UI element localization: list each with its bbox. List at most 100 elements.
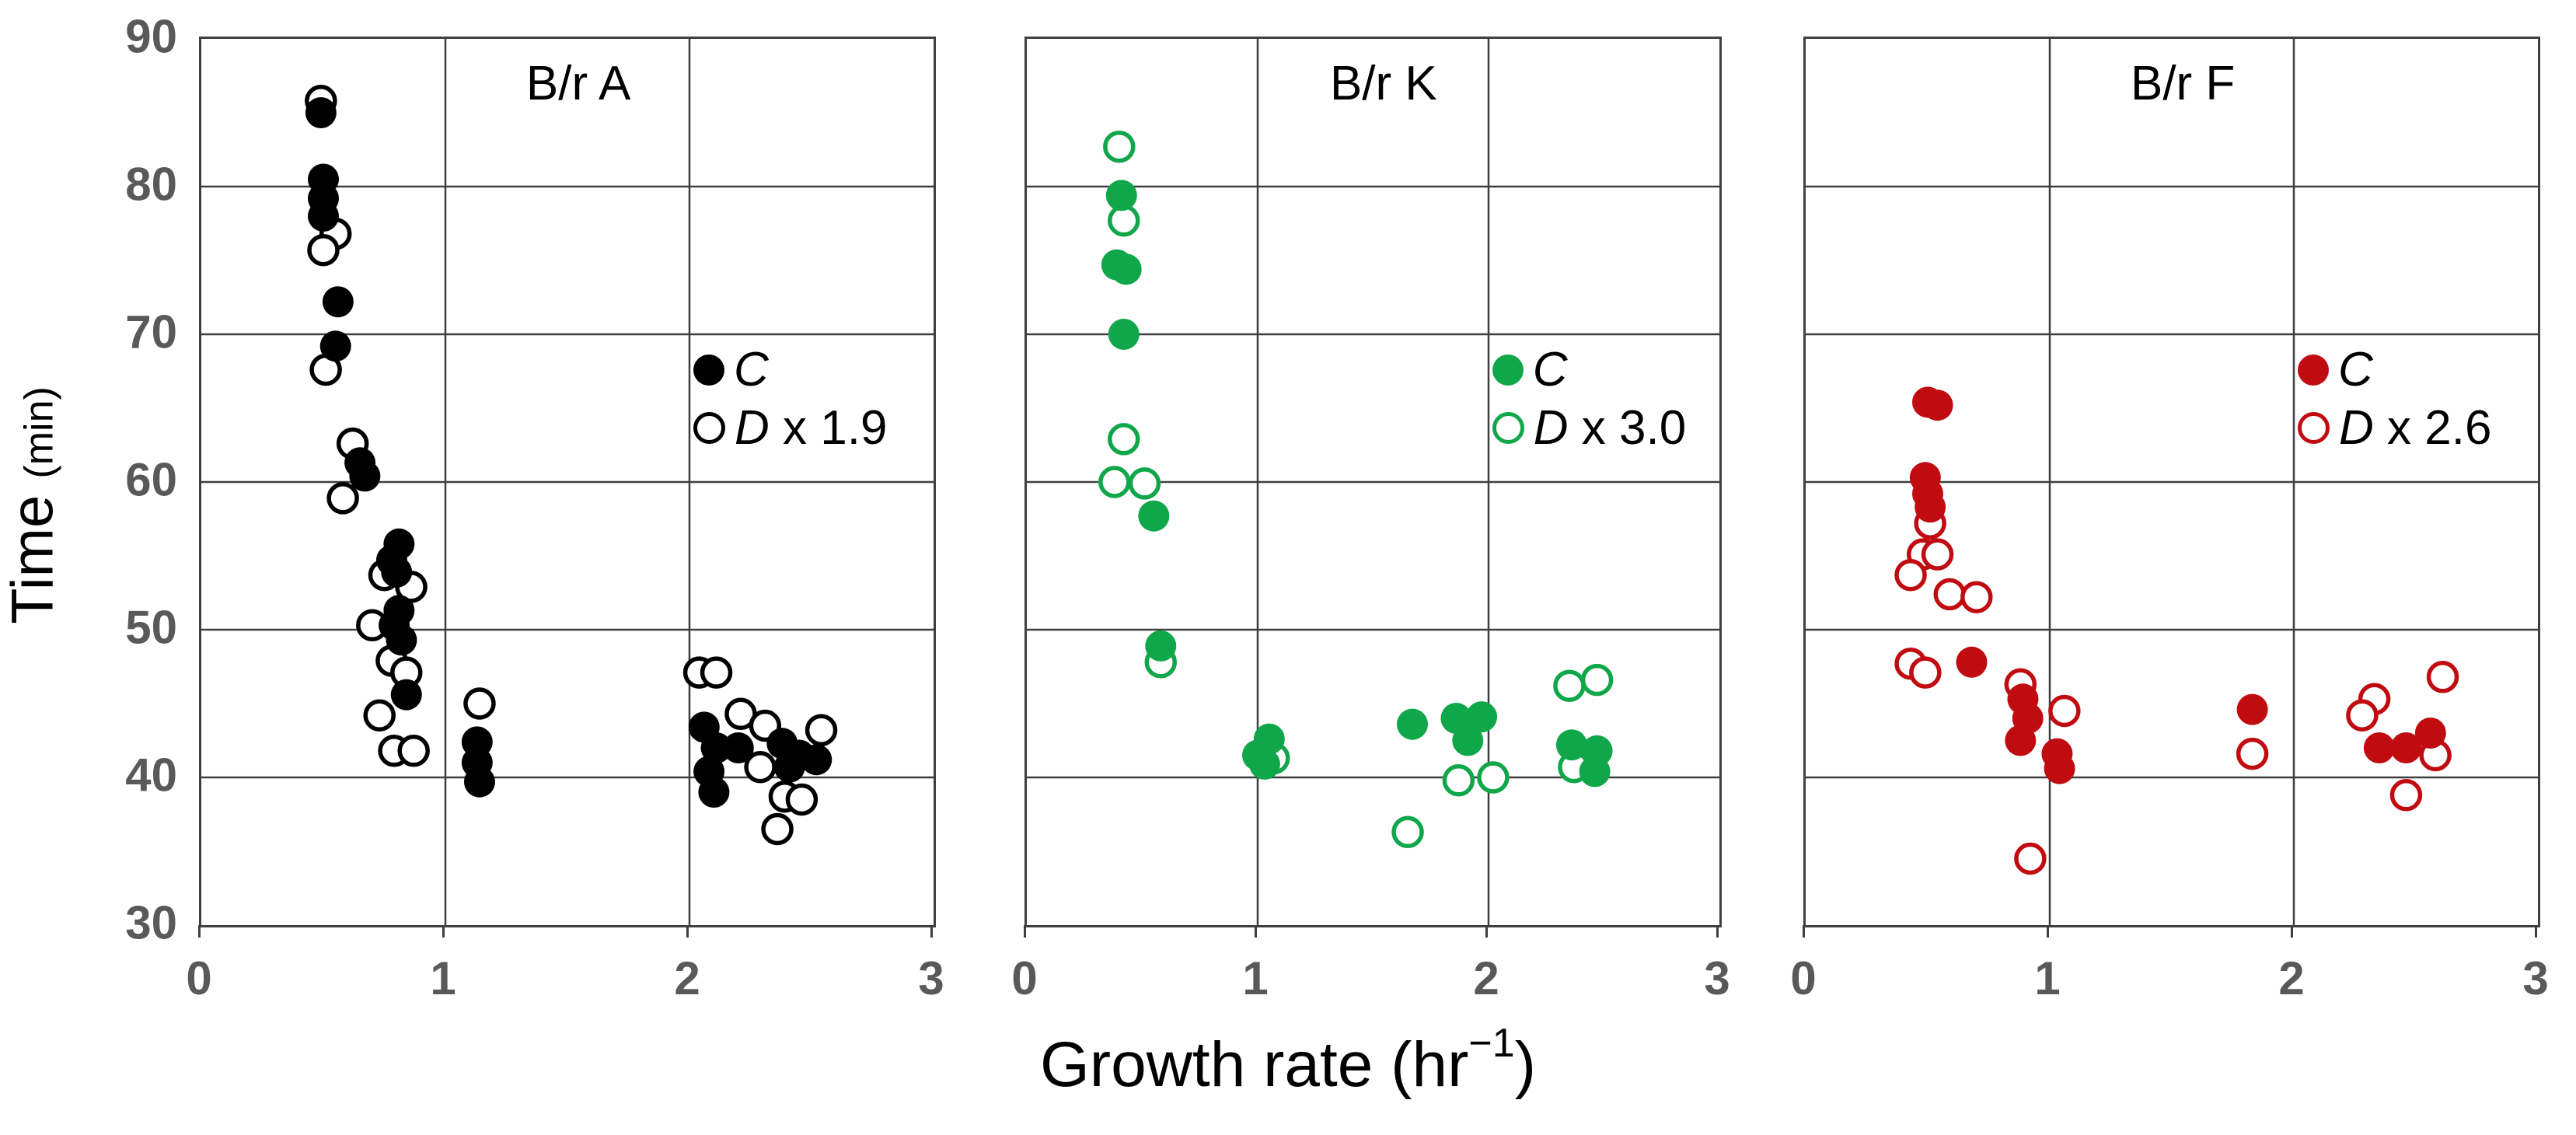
legend-label-d: D x 3.0 [1533, 401, 1687, 455]
data-point-c [1579, 756, 1611, 788]
y-tick-label: 80 [125, 158, 177, 211]
x-tick-label: 0 [1011, 952, 1038, 1004]
legend-marker-filled-circle-icon [1492, 354, 1524, 386]
data-point-c [2390, 732, 2422, 763]
x-tick-label: 2 [2278, 952, 2305, 1004]
data-point-c [2414, 718, 2446, 749]
x-axis-title-superscript: −1 [1468, 1021, 1515, 1066]
data-point-c [1555, 729, 1587, 761]
data-point-c [386, 624, 417, 656]
data-point-c [1956, 646, 1988, 678]
x-tick-label: 0 [1790, 952, 1817, 1004]
data-point-c [698, 777, 730, 808]
data-point-d [2236, 737, 2269, 770]
legend-br-f: C D x 2.6 [2298, 340, 2491, 457]
panel-title-br-a: B/r A [525, 57, 631, 110]
data-point-c [2044, 753, 2075, 784]
legend-label-c: C [1532, 343, 1568, 396]
data-point-d [1580, 663, 1614, 697]
data-point-c [1253, 723, 1285, 755]
legend-marker-filled-circle-icon [693, 354, 725, 386]
data-point-c [390, 679, 422, 711]
x-tick-label: 3 [918, 952, 944, 1004]
y-tick-label: 70 [125, 306, 177, 358]
data-point-c [1466, 701, 1498, 733]
panel-title-br-k: B/r K [1329, 57, 1437, 110]
data-point-c [722, 732, 754, 763]
data-point-c [1248, 748, 1280, 780]
data-point-d [1553, 669, 1586, 702]
x-tick-mark [197, 925, 201, 938]
legend-label-c: C [734, 343, 769, 396]
data-point-c [2236, 693, 2268, 725]
data-point-d [397, 735, 430, 767]
scatter-plot-area-br-f [1806, 39, 2538, 925]
data-point-d [2426, 661, 2459, 693]
data-point-d [2346, 699, 2379, 732]
data-point-c [1138, 500, 1170, 532]
legend-marker-open-circle-icon [693, 412, 726, 444]
data-point-d [1960, 581, 1993, 613]
data-point-d [1107, 423, 1140, 456]
panel-br-k: B/r K C D x 3.0 [1024, 37, 1722, 927]
data-point-d [1103, 130, 1136, 163]
x-tick-mark [2046, 925, 2049, 938]
scatter-plot-area-br-k [1027, 39, 1719, 925]
data-point-c [381, 556, 413, 588]
y-tick-label: 90 [125, 10, 177, 63]
x-tick-label: 0 [186, 952, 212, 1004]
x-tick-mark [686, 925, 689, 938]
scatter-plot-area-br-a [201, 39, 934, 925]
x-tick-mark [1485, 925, 1488, 938]
data-point-c [1110, 253, 1142, 285]
data-point-c [349, 460, 381, 492]
legend-item-d: D x 1.9 [693, 399, 887, 457]
data-point-d [2014, 842, 2047, 875]
x-tick-label: 1 [430, 952, 456, 1004]
y-tick-label: 30 [125, 896, 177, 949]
x-tick-mark [1254, 925, 1257, 938]
legend-marker-filled-circle-icon [2298, 354, 2330, 386]
x-tick-label: 2 [1473, 952, 1499, 1004]
legend-label-d: D x 1.9 [735, 401, 888, 455]
data-point-c [305, 97, 337, 128]
panel-title-br-f: B/r F [2130, 57, 2236, 110]
x-tick-label: 1 [2034, 952, 2061, 1004]
x-tick-label: 3 [2522, 952, 2549, 1004]
legend-marker-open-circle-icon [1492, 412, 1524, 444]
legend-marker-open-circle-icon [2298, 412, 2330, 444]
data-point-c [308, 201, 339, 232]
y-tick-label: 60 [125, 453, 177, 506]
data-point-d [2389, 779, 2423, 812]
legend-item-c: C [2298, 340, 2491, 399]
data-point-c [319, 330, 351, 362]
data-point-c [1105, 180, 1137, 211]
legend-item-d: D x 3.0 [1492, 399, 1686, 457]
data-point-d [463, 687, 496, 720]
data-point-d [363, 699, 396, 732]
data-point-d [1894, 558, 1927, 592]
legend-item-c: C [693, 340, 887, 399]
legend-br-k: C D x 3.0 [1492, 340, 1686, 457]
data-point-c [2005, 725, 2037, 756]
data-point-d [1933, 578, 1967, 611]
data-point-c [1452, 725, 1484, 756]
data-point-d [307, 233, 340, 267]
data-point-c [322, 286, 354, 318]
data-point-c [801, 744, 832, 776]
data-point-d [761, 812, 794, 846]
legend-label-d: D x 2.6 [2339, 401, 2492, 455]
x-axis-title: Growth rate (hr−1) [1040, 1021, 1536, 1100]
y-tick-label: 50 [125, 601, 177, 654]
data-point-c [463, 766, 495, 798]
data-point-d [1909, 656, 1942, 689]
data-point-c [773, 751, 805, 783]
legend-label-c: C [2338, 343, 2373, 396]
data-point-d [1128, 467, 1161, 500]
data-point-c [1145, 630, 1177, 662]
x-tick-mark [2534, 925, 2537, 938]
x-tick-label: 2 [674, 952, 700, 1004]
x-tick-mark [1023, 925, 1026, 938]
panel-br-f: B/r F C D x 2.6 [1803, 37, 2540, 927]
